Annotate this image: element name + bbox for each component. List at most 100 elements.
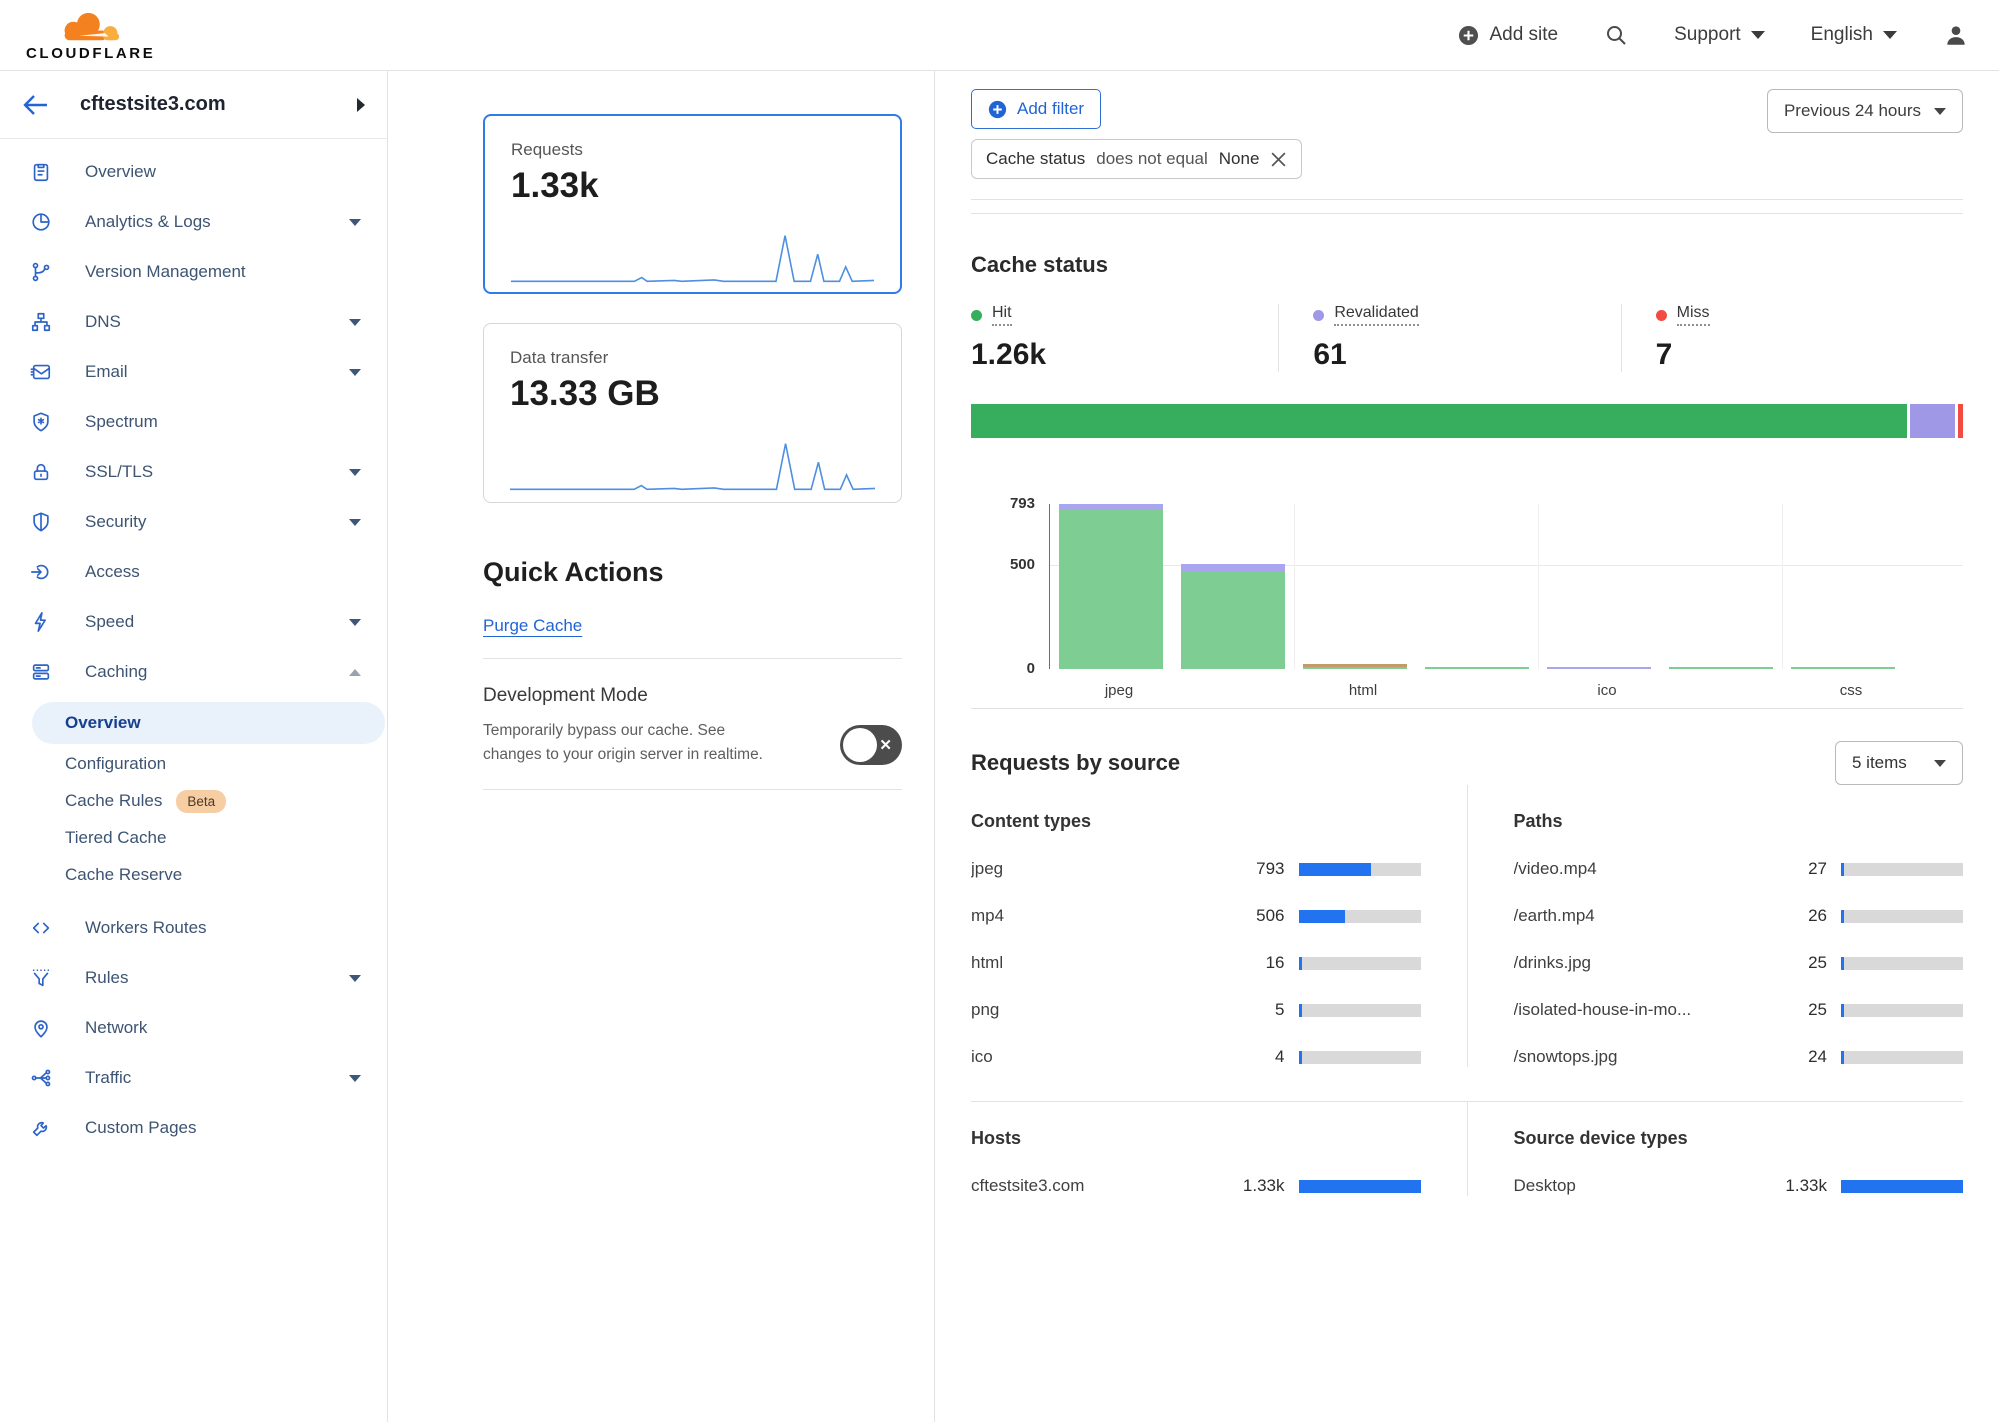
source-row-meter <box>1298 1179 1421 1193</box>
time-range-select[interactable]: Previous 24 hours <box>1766 89 1963 133</box>
bar-mp4 <box>1181 563 1285 669</box>
chevron-down-icon <box>349 368 361 376</box>
source-row-value: 26 <box>1808 906 1827 925</box>
back-arrow-icon[interactable] <box>22 94 48 116</box>
development-mode-toggle[interactable]: ✕ <box>840 725 902 765</box>
purge-cache-link[interactable]: Purge Cache <box>483 616 583 635</box>
sidebar-item-version-management[interactable]: Version Management <box>0 247 387 297</box>
sidebar-item-security[interactable]: Security <box>0 497 387 547</box>
code-brackets-icon <box>30 917 52 939</box>
source-row-drinks-jpg: /drinks.jpg 25 <box>1514 953 1963 973</box>
clipboard-icon <box>30 161 52 183</box>
bar-ico <box>1547 667 1651 669</box>
source-row-meter <box>1298 909 1421 923</box>
sidebar-item-speed[interactable]: Speed <box>0 597 387 647</box>
legend-item-hit[interactable]: Hit 1.26k <box>971 304 1278 372</box>
sidebar-item-label: Network <box>85 1018 148 1037</box>
sidebar-item-label: Traffic <box>85 1068 132 1087</box>
chevron-right-icon[interactable] <box>357 97 365 112</box>
bar-segment-other <box>1303 664 1407 667</box>
sidebar-item-workers-routes[interactable]: Workers Routes <box>0 903 387 953</box>
sidebar-item-dns[interactable]: DNS <box>0 297 387 347</box>
requests-by-source-title: Requests by source <box>971 750 1181 775</box>
source-row-mp4: mp4 506 <box>971 906 1421 926</box>
sidebar-item-label: Access <box>85 562 140 581</box>
legend-item-revalidated[interactable]: Revalidated 61 <box>1278 304 1620 372</box>
search-button[interactable] <box>1604 23 1628 47</box>
legend-value: 61 <box>1313 338 1347 371</box>
subnav-item-cache-reserve[interactable]: Cache Reserve <box>0 858 387 892</box>
subnav-item-overview[interactable]: Overview <box>32 702 385 744</box>
close-icon <box>1271 152 1286 166</box>
metric-value: 1.33k <box>511 166 599 205</box>
sidebar-item-spectrum[interactable]: Spectrum <box>0 397 387 447</box>
add-filter-button[interactable]: Add filter <box>971 89 1102 129</box>
sidebar-item-email[interactable]: Email <box>0 347 387 397</box>
source-row-meter <box>1841 1179 1963 1193</box>
development-mode-title: Development Mode <box>483 685 648 706</box>
cloudflare-logo[interactable]: CLOUDFLARE <box>26 9 155 62</box>
source-column-title: Paths <box>1513 811 1563 831</box>
source-column-content-types: Content types jpeg 793 mp4 506 html 16 pn… <box>971 785 1467 1067</box>
sidebar-item-analytics-logs[interactable]: Analytics & Logs <box>0 197 387 247</box>
sidebar-item-overview[interactable]: Overview <box>0 147 387 197</box>
top-bar: CLOUDFLARE Add site Support English <box>0 0 1999 70</box>
subnav-item-configuration[interactable]: Configuration <box>0 747 387 781</box>
source-row-ico: ico 4 <box>971 1047 1421 1067</box>
source-row-value: 25 <box>1808 953 1827 972</box>
subnav-item-cache-rules[interactable]: Cache Rules Beta <box>0 784 387 818</box>
lightning-icon <box>30 611 52 633</box>
sidebar-item-label: SSL/TLS <box>85 462 154 481</box>
x-axis-tick-label: html <box>1348 682 1378 699</box>
sidebar-item-caching[interactable]: Caching <box>0 647 387 697</box>
sidebar-item-network[interactable]: Network <box>0 1003 387 1053</box>
cloudflare-cloud-icon <box>64 12 119 40</box>
subnav-item-tiered-cache[interactable]: Tiered Cache <box>0 821 387 855</box>
beta-badge: Beta <box>176 789 227 813</box>
metric-label: Requests <box>511 140 583 159</box>
login-arrow-icon <box>30 561 52 583</box>
bar-segment-hit <box>1425 667 1529 669</box>
plus-circle-icon <box>1459 25 1479 45</box>
ratio-segment-revalidated <box>1909 404 1955 438</box>
source-row-value: 5 <box>1275 1000 1285 1019</box>
sidebar-item-access[interactable]: Access <box>0 547 387 597</box>
legend-value: 1.26k <box>971 338 1047 371</box>
items-count-select[interactable]: 5 items <box>1835 741 1963 785</box>
source-row-meter <box>1298 1003 1421 1017</box>
sidebar-item-custom-pages[interactable]: Custom Pages <box>0 1103 387 1153</box>
sidebar-item-label: Email <box>85 362 128 381</box>
add-site-button[interactable]: Add site <box>1458 24 1558 46</box>
map-pin-icon <box>30 1017 52 1039</box>
chevron-down-icon <box>349 974 361 982</box>
sidebar-item-label: Workers Routes <box>85 918 207 937</box>
account-menu[interactable] <box>1943 22 1969 48</box>
source-row-value: 24 <box>1808 1047 1827 1066</box>
sidebar-item-rules[interactable]: Rules <box>0 953 387 1003</box>
legend-item-miss[interactable]: Miss 7 <box>1620 304 1963 372</box>
y-axis-tick-label: 793 <box>1009 495 1035 512</box>
cache-status-bar-chart: 793 500 0 jpeg html ico css <box>971 495 1963 708</box>
remove-filter-button[interactable] <box>1270 151 1287 168</box>
filter-operator: does not equal <box>1096 149 1208 168</box>
source-row-label: /isolated-house-in-mo... <box>1513 1000 1692 1019</box>
source-row-label: /video.mp4 <box>1513 859 1597 878</box>
chevron-down-icon <box>1934 107 1946 115</box>
requests-metric-card[interactable]: Requests 1.33k <box>483 114 902 294</box>
sidebar-item-label: Speed <box>85 612 135 631</box>
data-transfer-metric-card[interactable]: Data transfer 13.33 GB <box>483 323 902 503</box>
sidebar-item-traffic[interactable]: Traffic <box>0 1053 387 1103</box>
source-row-meter <box>1841 862 1963 876</box>
source-row-meter <box>1298 956 1421 970</box>
source-row-meter <box>1841 1003 1963 1017</box>
sidebar-item-ssl-tls[interactable]: SSL/TLS <box>0 447 387 497</box>
subnav-caching: Overview Configuration Cache Rules Beta Tier… <box>0 697 387 903</box>
support-menu[interactable]: Support <box>1674 24 1765 46</box>
language-menu[interactable]: English <box>1811 24 1897 46</box>
filter-chip-cache-status[interactable]: Cache status does not equal None <box>971 139 1303 179</box>
x-axis-tick-label: css <box>1839 682 1863 699</box>
source-row-label: html <box>971 953 1004 972</box>
legend-label: Miss <box>1676 304 1710 326</box>
x-axis-tick-label: jpeg <box>1104 682 1134 699</box>
source-row-value: 16 <box>1265 953 1285 972</box>
